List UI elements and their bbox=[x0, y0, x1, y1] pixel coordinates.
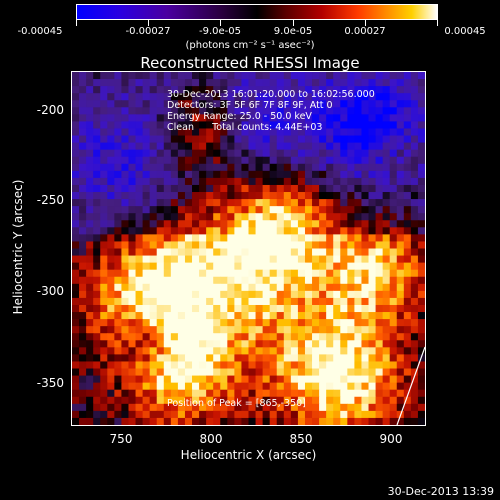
limb-overlay bbox=[396, 346, 425, 425]
y-tick-label: -250 bbox=[36, 193, 64, 207]
colorbar-units: (photons cm⁻² s⁻¹ asec⁻²) bbox=[185, 40, 315, 51]
image-title: Reconstructed RHESSI Image bbox=[140, 54, 360, 72]
colorbar-label: 9.0e-05 bbox=[273, 26, 313, 37]
colorbar-tick bbox=[220, 20, 221, 26]
colorbar-label: -0.00045 bbox=[17, 26, 63, 37]
colorbar-tick bbox=[76, 20, 77, 26]
info-energy-range: Energy Range: 25.0 - 50.0 keV bbox=[167, 111, 312, 122]
info-detectors: Detectors: 3F 5F 6F 7F 8F 9F, Att 0 bbox=[167, 100, 333, 111]
y-axis-label: Heliocentric Y (arcsec) bbox=[11, 179, 25, 315]
rhessi-image: 30-Dec-2013 16:01:20.000 to 16:02:56.000… bbox=[71, 71, 426, 426]
plot-timestamp: 30-Dec-2013 13:39 bbox=[387, 485, 494, 498]
colorbar-label: -9.0e-05 bbox=[199, 26, 241, 37]
y-tick-label: -200 bbox=[36, 103, 64, 117]
colorbar-label: 0.00045 bbox=[444, 26, 486, 37]
x-tick-label: 750 bbox=[109, 432, 133, 446]
y-tick-label: -300 bbox=[36, 284, 64, 298]
colorbar bbox=[76, 4, 438, 20]
colorbar-tick bbox=[365, 20, 366, 26]
x-axis-label: Heliocentric X (arcsec) bbox=[180, 448, 317, 462]
solar-limb-line bbox=[396, 346, 425, 425]
colorbar-tick bbox=[437, 20, 438, 26]
x-tick-label: 900 bbox=[379, 432, 403, 446]
colorbar-label: -0.00027 bbox=[125, 26, 171, 37]
x-tick-label: 850 bbox=[289, 432, 313, 446]
colorbar-tick bbox=[148, 20, 149, 26]
y-tick-label: -350 bbox=[36, 376, 64, 390]
colorbar-tick bbox=[293, 20, 294, 26]
x-tick-label: 800 bbox=[199, 432, 223, 446]
colorbar-label: 0.00027 bbox=[344, 26, 386, 37]
info-time-range: 30-Dec-2013 16:01:20.000 to 16:02:56.000 bbox=[167, 89, 375, 100]
heatmap-canvas bbox=[72, 72, 425, 425]
info-peak-position: Position of Peak = [865,-350] bbox=[167, 398, 306, 409]
info-clean-counts: Clean Total counts: 4.44E+03 bbox=[167, 122, 323, 133]
